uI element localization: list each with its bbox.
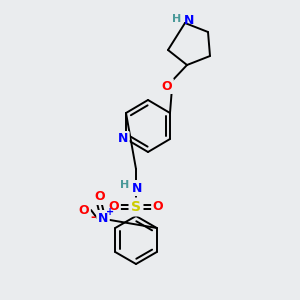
Text: N: N	[118, 133, 128, 146]
Text: O: O	[95, 190, 105, 203]
Text: N: N	[132, 182, 142, 194]
Text: N: N	[184, 14, 194, 28]
Text: O: O	[162, 80, 172, 92]
Text: N: N	[98, 212, 108, 224]
Text: +: +	[106, 207, 114, 217]
Text: O: O	[79, 203, 89, 217]
Text: H: H	[172, 14, 182, 24]
Text: -: -	[90, 211, 96, 224]
Text: S: S	[131, 200, 141, 214]
Text: O: O	[109, 200, 119, 214]
Text: O: O	[153, 200, 163, 214]
Text: H: H	[120, 180, 130, 190]
